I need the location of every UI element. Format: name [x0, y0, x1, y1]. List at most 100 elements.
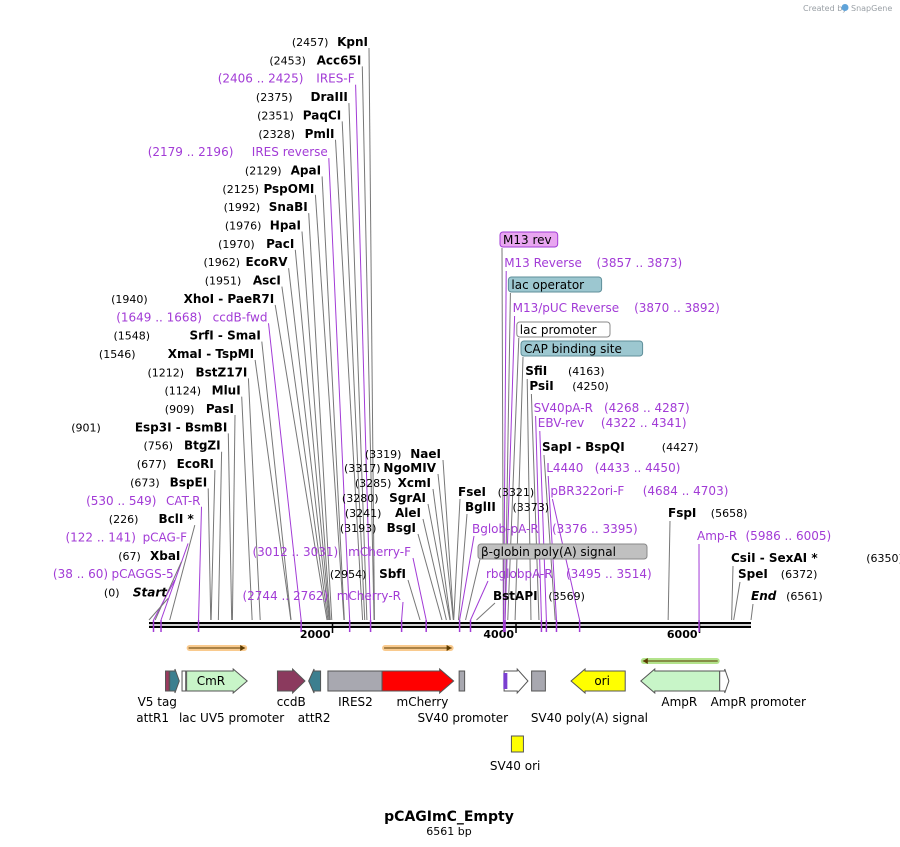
site-name: CsiI - SexAI *: [731, 551, 818, 565]
site-name: BstZ17I: [196, 365, 248, 379]
site-bglobpar: Bglob-pA-R (3376 .. 3395): [472, 522, 638, 536]
feature-label-lac-uv5-promoter: lac UV5 promoter: [179, 711, 284, 725]
site-name: FseI: [458, 485, 486, 499]
site-name: AscI: [253, 274, 281, 288]
leader-line: [231, 414, 236, 621]
site-pbr322orif: pBR322ori-F (4684 .. 4703): [550, 484, 728, 498]
site-ecori: EcoRI (677): [137, 457, 214, 471]
site-bstz17i: BstZ17I (1212): [148, 365, 248, 379]
site-naei: NaeI (3319): [365, 447, 441, 461]
site-position: (3317): [344, 462, 381, 475]
leader-line: [153, 579, 176, 621]
site-mlui: MluI (1124): [165, 384, 241, 398]
site-name: SV40pA-R: [534, 401, 593, 415]
site-position: (3012 .. 3031): [252, 545, 338, 559]
site-position: (226): [109, 513, 139, 526]
site-name: PsiI: [529, 379, 553, 393]
sequence-backbone: 2000 4000 6000: [149, 620, 751, 641]
leader-line: [733, 581, 741, 621]
site-bglii: BglII (3373): [465, 500, 549, 514]
site-sbfi: SbfI (2954): [330, 567, 406, 581]
site-position: (5986 .. 6005): [746, 529, 832, 543]
leader-line: [361, 66, 375, 621]
site-name: mCherry-R: [337, 589, 401, 603]
feature-label-sv40-promoter: SV40 promoter: [418, 711, 509, 725]
site-name: DraIII: [311, 90, 348, 104]
leader-line: [241, 396, 253, 621]
site-sapi: SapI - BspQI (4427): [542, 440, 698, 454]
feature-ampr-promoter: [719, 668, 730, 694]
site-position: (2328): [258, 128, 295, 141]
site-position: (2744 .. 2762): [242, 589, 328, 603]
site-sv40par: SV40pA-R (4268 .. 4287): [534, 401, 690, 415]
site-name: pCAGGS-5: [112, 567, 174, 581]
site-name: EBV-rev: [538, 416, 584, 430]
site-position: (6561): [786, 590, 823, 603]
leader-line: [169, 524, 196, 621]
leader-line: [281, 286, 329, 621]
site-position: (1992): [224, 201, 261, 214]
site-name: XhoI - PaeR7I: [184, 292, 275, 306]
leader-line: [294, 249, 331, 621]
site-name: Start: [133, 586, 168, 600]
feature-sv40-promoter: [503, 667, 529, 695]
site-ccdbfwd: ccdB-fwd (1649 .. 1668): [116, 310, 267, 324]
site-position: (122 .. 141): [65, 530, 135, 544]
feature-label-ccdb: ccdB: [277, 695, 306, 709]
site-name: PasI: [206, 402, 234, 416]
site-position: (3280): [342, 492, 379, 505]
site-pspomi: PspOMI (2125): [222, 182, 314, 196]
axis-tick-label: 2000: [300, 628, 331, 641]
site-bsgi: BsgI (3193): [340, 521, 416, 535]
site-esp3i: Esp3I - BsmBI (901): [71, 420, 227, 434]
leader-line: [503, 270, 507, 621]
leader-line: [465, 558, 481, 621]
site-name: pCAG-F: [143, 530, 188, 544]
leader-line: [154, 561, 182, 621]
feature-cmr-label: CmR: [197, 674, 225, 688]
site-name: PspOMI: [263, 182, 314, 196]
feature-ccdb: [276, 667, 306, 695]
site-name: NaeI: [410, 447, 441, 461]
site-position: (4268 .. 4287): [604, 401, 690, 415]
site-labels: KpnI (2457) Acc65I (2453) IRES-F (2406 .. 242…: [53, 35, 900, 603]
site-position: (4433 .. 4450): [595, 461, 681, 475]
site-ngomiv: NgoMIV(3317): [344, 461, 437, 475]
site-position: (6372): [781, 568, 818, 581]
leader-line: [148, 598, 169, 621]
leader-line: [501, 247, 504, 621]
site-xhoi: XhoI - PaeR7I (1940): [111, 292, 274, 306]
site-paqci: PaqCI (2351): [257, 108, 341, 122]
feature-v5-tag: [165, 670, 170, 692]
site-position: (3193): [340, 522, 377, 535]
site-start: Start (0): [104, 586, 168, 600]
site-position: (2179 .. 2196): [148, 145, 234, 159]
leader-line: [459, 535, 475, 621]
leader-line: [535, 415, 542, 621]
feature-box: [520, 340, 644, 357]
site-position: (756): [144, 440, 174, 453]
leader-line: [274, 304, 328, 621]
site-name: PmlI: [305, 127, 335, 141]
site-name: SgrAI: [389, 491, 426, 505]
brand-text: SnapGene: [851, 4, 892, 13]
feature-attr1: [169, 668, 180, 694]
site-sgrai: SgrAI (3280): [342, 491, 426, 505]
site-name: BstAPI: [493, 589, 538, 603]
site-position: (2457): [292, 36, 329, 49]
site-m13puc: M13/pUC Reverse (3870 .. 3892): [513, 301, 720, 315]
leader-line: [217, 451, 223, 621]
leader-line: [417, 533, 443, 621]
site-position: (1962): [204, 256, 241, 269]
site-name: MluI: [212, 384, 241, 398]
site-position: (530 .. 549): [86, 494, 156, 508]
site-position: (67): [118, 550, 141, 563]
site-name: CAT-R: [166, 494, 201, 508]
site-xmai: XmaI - TspMI (1546): [99, 347, 254, 361]
site-name: PacI: [266, 237, 294, 251]
leader-line: [442, 459, 455, 621]
feature-box: [499, 231, 559, 248]
axis-tick-label: 4000: [483, 628, 514, 641]
site-end: End (6561): [751, 589, 823, 603]
leader-line: [335, 139, 364, 621]
